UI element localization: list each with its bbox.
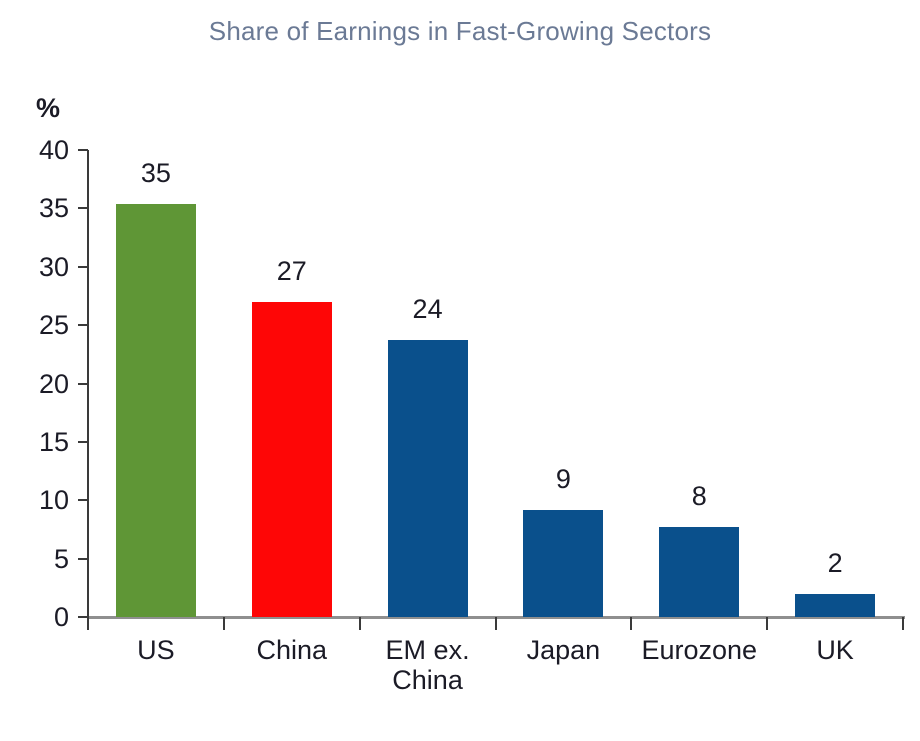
x-axis-tick [630, 617, 633, 630]
y-axis-tick-label: 30 [38, 251, 69, 282]
x-axis-category-label-china: China [256, 635, 328, 665]
x-axis-tick [87, 617, 89, 630]
bar-uk [795, 593, 876, 617]
y-axis-tick [78, 149, 88, 151]
x-axis-tick [902, 617, 904, 630]
x-axis-tick [358, 617, 361, 630]
y-axis-tick [78, 207, 88, 210]
x-axis-category-label-em-ex-china: EM ex. China [385, 635, 470, 695]
x-axis-tick [766, 617, 769, 630]
y-axis-tick-label: 25 [38, 310, 69, 341]
x-axis-category-label-uk: UK [816, 635, 854, 665]
y-axis-tick [78, 265, 88, 268]
x-axis-tick [222, 617, 225, 630]
y-axis-tick [78, 499, 88, 502]
y-axis-tick [78, 324, 88, 327]
y-axis-tick [78, 440, 88, 443]
y-axis-tick-label: 15 [38, 426, 69, 457]
bar-eurozone [659, 527, 740, 617]
bar-china [251, 301, 332, 617]
bar-value-label-japan: 9 [555, 463, 571, 494]
y-axis-tick-label: 10 [38, 485, 69, 516]
y-axis-tick-label: 0 [53, 602, 69, 632]
y-axis-tick-label: 5 [53, 543, 69, 574]
bar-value-label-eurozone: 8 [691, 481, 707, 512]
y-axis-tick [78, 382, 88, 385]
chart-title: Share of Earnings in Fast-Growing Sector… [208, 16, 712, 46]
x-axis-tick [494, 617, 497, 630]
y-axis-unit-label: % [36, 93, 61, 123]
bar-value-label-us: 35 [140, 157, 171, 188]
y-axis-tick-label: 40 [38, 135, 69, 165]
plot-area: 0 5 10 15 20 25 30 35 40 35 US 27 China 24 EM ex. Chin… [39, 135, 905, 695]
bar-us [115, 203, 196, 617]
y-axis-tick-label: 35 [38, 193, 69, 224]
y-axis-line [87, 150, 89, 630]
x-axis-category-label-us: US [137, 635, 175, 665]
bar-value-label-china: 27 [276, 255, 307, 286]
bar-value-label-em-ex-china: 24 [412, 294, 443, 325]
bar-em-ex-china [387, 340, 468, 617]
bar-value-label-uk: 2 [827, 547, 843, 578]
x-axis-category-label-japan: Japan [526, 635, 601, 665]
bar-japan [523, 509, 604, 617]
y-axis-tick-label: 20 [38, 368, 69, 399]
y-axis-tick [78, 616, 88, 618]
x-axis-category-label-eurozone: Eurozone [641, 635, 758, 665]
y-axis-tick [78, 557, 88, 560]
